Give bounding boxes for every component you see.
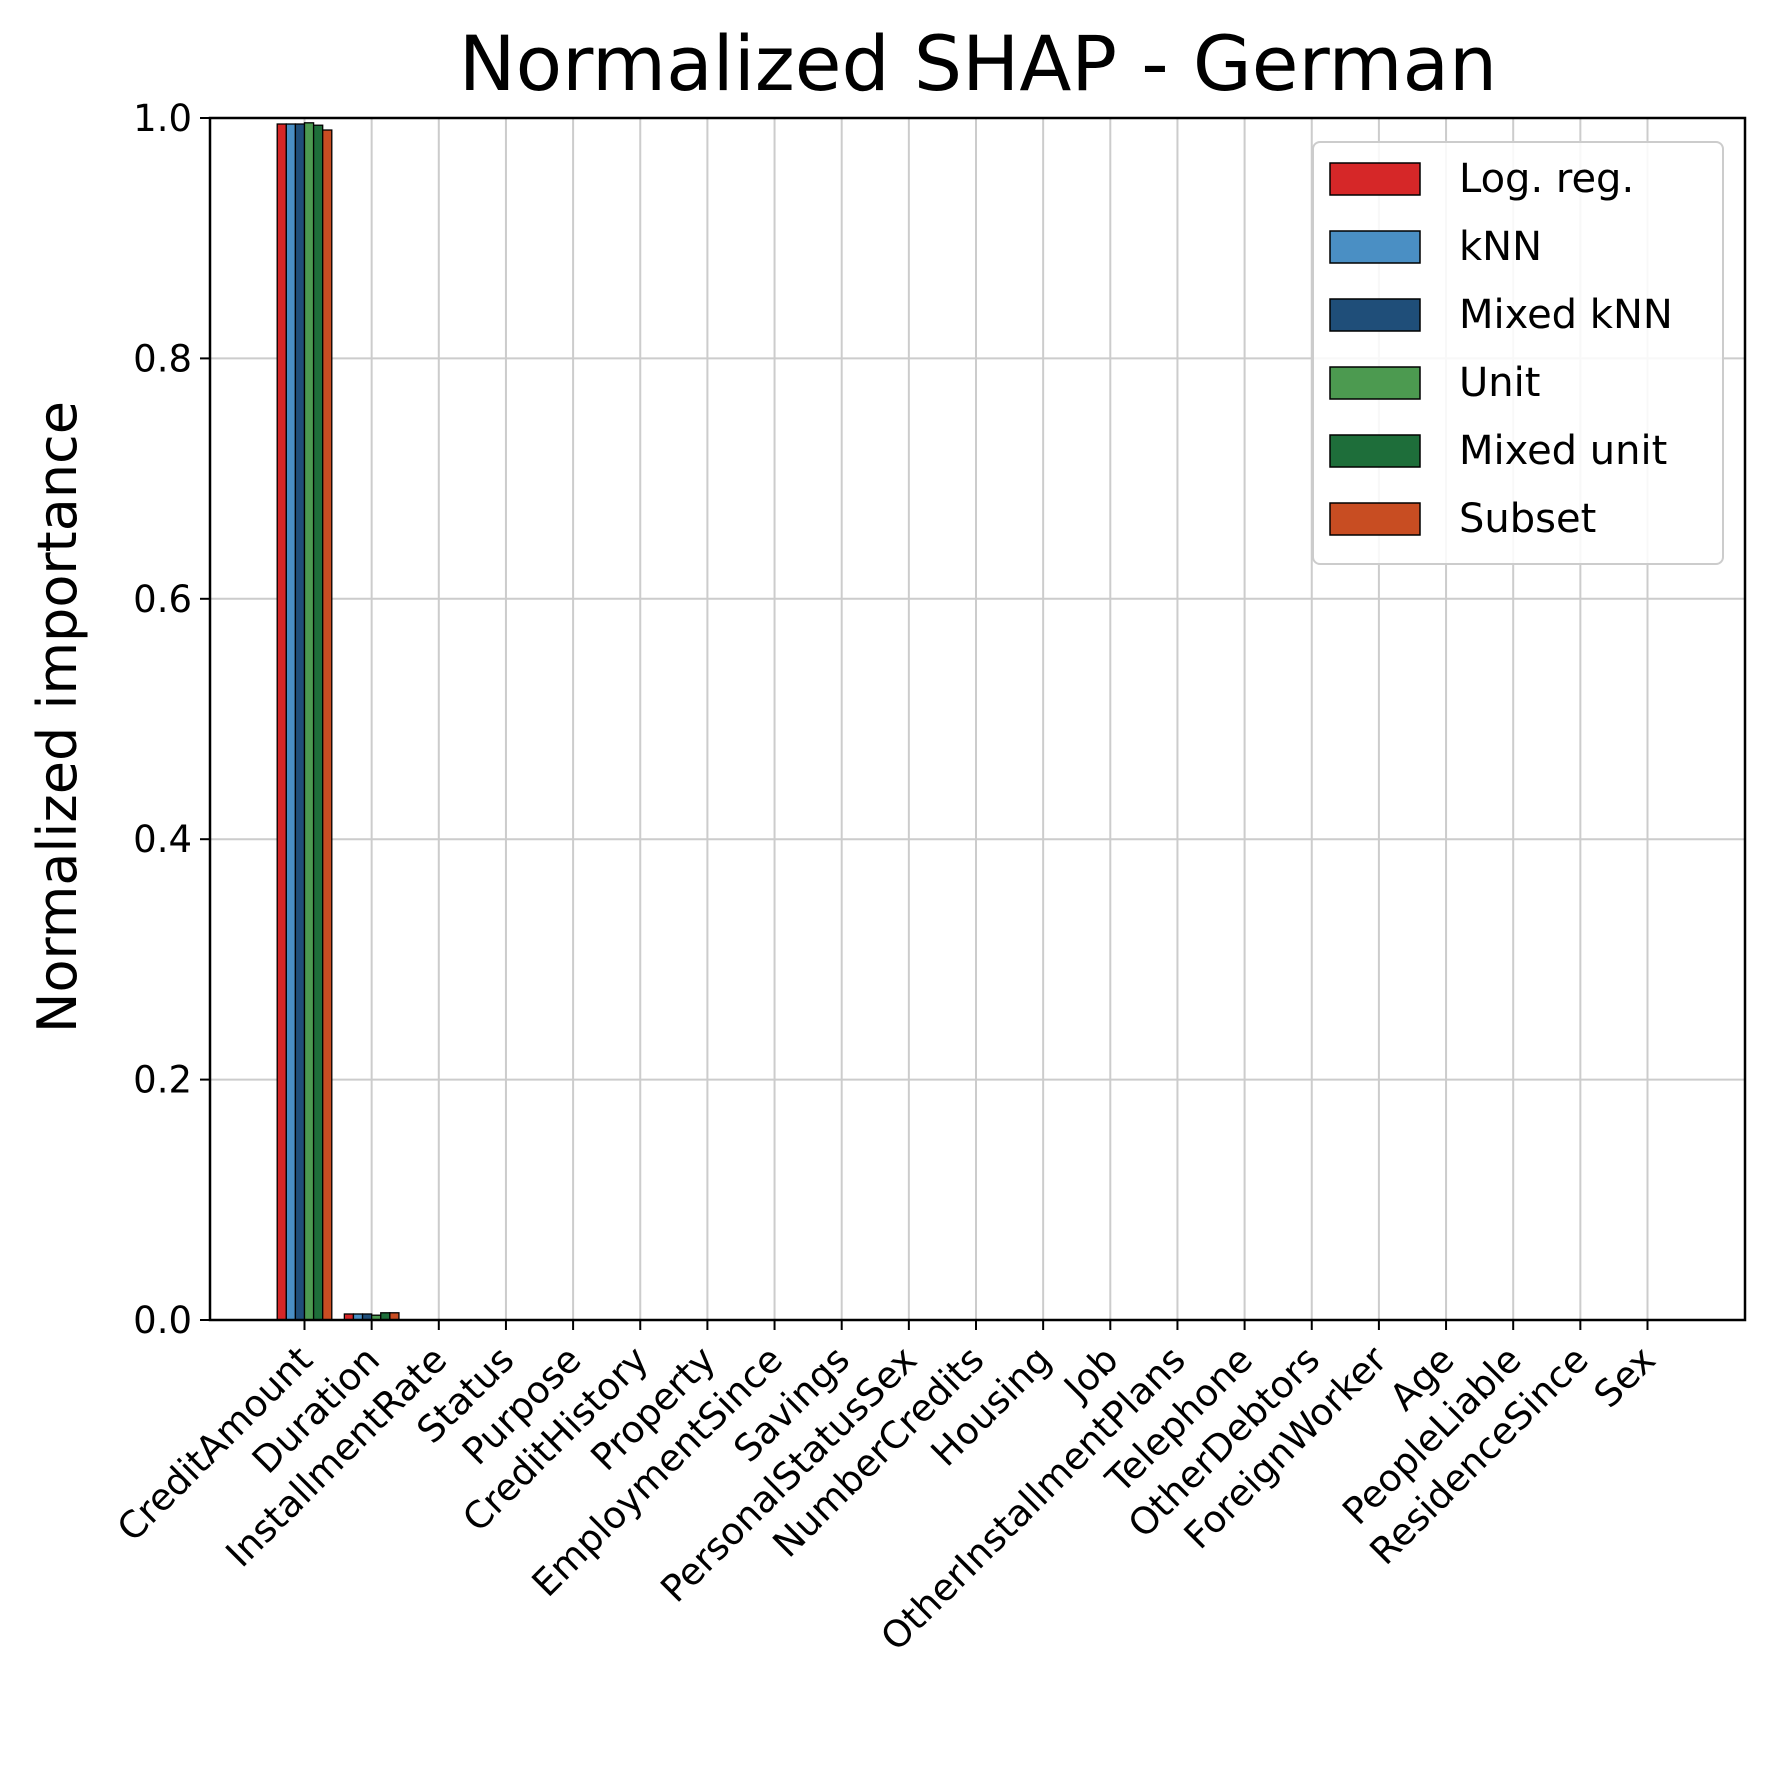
y-tick-label: 1.0	[133, 97, 192, 140]
legend-swatch	[1329, 434, 1421, 468]
y-tick-label: 0.4	[133, 818, 192, 861]
bar	[322, 129, 333, 1321]
y-tick-label: 0.8	[133, 337, 192, 380]
legend-swatch	[1329, 162, 1421, 196]
y-tick-label: 0.2	[133, 1059, 192, 1102]
chart-title: Normalized SHAP - German	[459, 19, 1497, 108]
legend-label: Mixed unit	[1459, 428, 1667, 474]
legend-label: kNN	[1459, 224, 1542, 270]
plot-frame	[208, 116, 1747, 1322]
legend-swatch	[1329, 298, 1421, 332]
bar	[285, 123, 297, 1321]
legend-swatch	[1329, 502, 1421, 536]
legend-label: Mixed kNN	[1459, 292, 1673, 338]
bar	[294, 123, 306, 1321]
y-tick-label: 0.0	[133, 1299, 192, 1342]
legend-swatch	[1329, 366, 1421, 400]
legend-label: Subset	[1459, 496, 1596, 542]
x-axis-ticks: CreditAmountDurationInstallmentRateStatu…	[109, 1320, 1664, 1659]
x-tick-label: Sex	[1586, 1338, 1664, 1416]
legend-label: Log. reg.	[1459, 156, 1634, 202]
bars	[276, 122, 400, 1321]
bar	[276, 123, 287, 1321]
bar	[303, 122, 315, 1321]
legend-swatch	[1329, 230, 1421, 264]
legend-label: Unit	[1459, 360, 1540, 406]
legend: Log. reg. kNN Mixed kNN Unit Mixed unit Subse…	[1312, 141, 1724, 565]
y-tick-label: 0.6	[133, 578, 192, 621]
y-axis-ticks: 0.0 0.2 0.4 0.6 0.8 1.0	[133, 97, 210, 1342]
bar	[312, 124, 324, 1321]
y-axis-label: Normalized importance	[26, 401, 89, 1033]
